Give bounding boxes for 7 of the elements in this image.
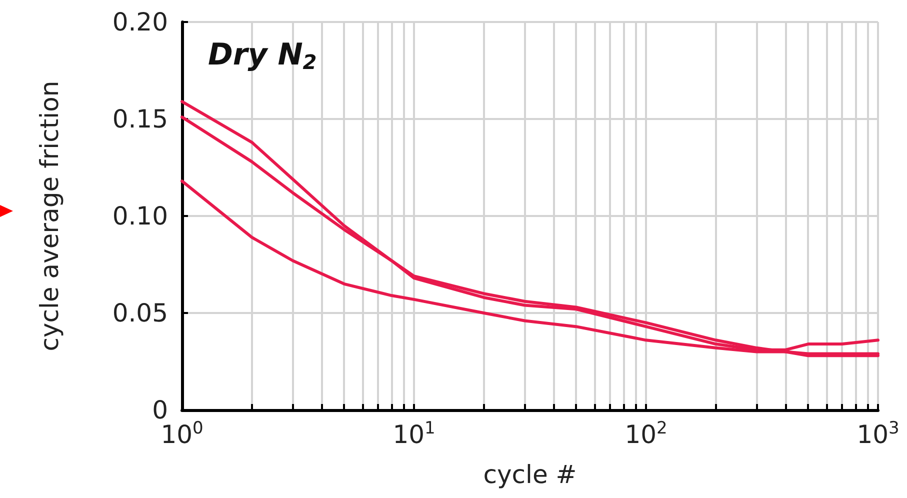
y-axis-title: cycle average friction (35, 80, 64, 352)
y-tick-label: 0.05 (112, 298, 168, 328)
y-tick-label: 0.20 (112, 8, 168, 36)
y-tick-label: 0.10 (112, 202, 168, 230)
y-tick-label: 0.15 (112, 104, 168, 134)
x-axis-title: cycle # (483, 460, 577, 489)
y-tick-label: 0 (152, 396, 168, 424)
